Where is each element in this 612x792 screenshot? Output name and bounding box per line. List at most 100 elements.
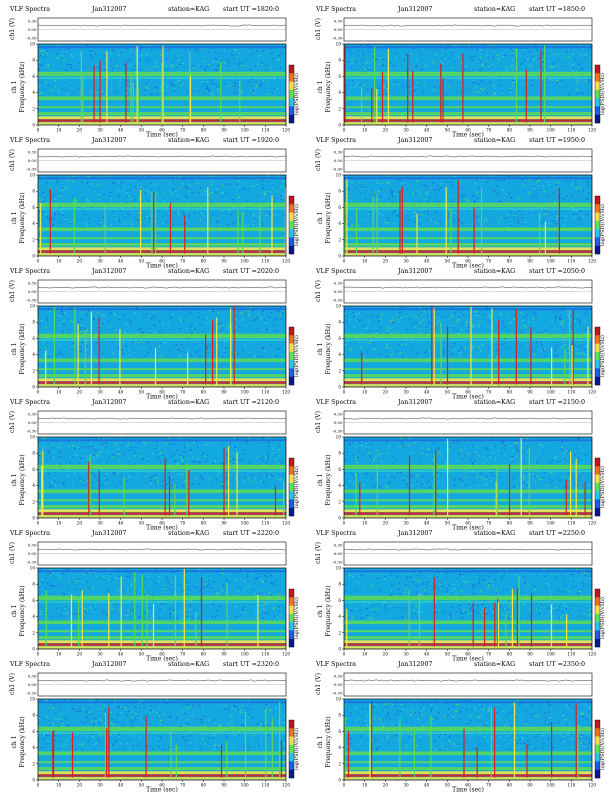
y-tick-label: 2 xyxy=(338,237,341,242)
noise-speckle xyxy=(180,319,183,321)
noise-speckle xyxy=(278,55,280,57)
noise-speckle xyxy=(387,220,390,222)
noise-speckle xyxy=(516,219,519,221)
noise-speckle xyxy=(234,606,237,608)
sferic-streak xyxy=(239,81,241,123)
x-tick-label: 90 xyxy=(221,521,227,526)
noise-speckle xyxy=(175,190,177,192)
noise-speckle xyxy=(158,321,161,323)
noise-speckle xyxy=(490,583,492,585)
noise-speckle xyxy=(578,572,580,574)
noise-speckle xyxy=(126,576,129,578)
noise-speckle xyxy=(345,486,347,488)
x-tick-label: 10 xyxy=(362,128,368,133)
noise-speckle xyxy=(61,88,63,90)
noise-speckle xyxy=(283,207,286,209)
noise-speckle xyxy=(481,222,483,224)
noise-speckle xyxy=(440,61,442,63)
noise-speckle xyxy=(507,472,510,474)
x-tick-label: 110 xyxy=(261,259,269,264)
noise-speckle xyxy=(256,85,258,87)
noise-speckle xyxy=(391,316,393,319)
noise-speckle xyxy=(149,330,152,332)
noise-speckle xyxy=(200,589,202,591)
noise-speckle xyxy=(477,312,480,314)
noise-speckle xyxy=(49,484,52,486)
noise-speckle xyxy=(516,455,518,457)
noise-speckle xyxy=(386,82,388,84)
noise-speckle xyxy=(168,49,170,51)
noise-speckle xyxy=(171,593,174,595)
noise-speckle xyxy=(460,187,462,189)
noise-speckle xyxy=(211,191,214,194)
noise-speckle xyxy=(464,188,467,190)
noise-speckle xyxy=(210,587,212,589)
noise-speckle xyxy=(543,191,545,193)
noise-speckle xyxy=(454,343,456,345)
noise-speckle xyxy=(510,48,512,50)
colorbar-segment xyxy=(289,196,294,205)
noise-speckle xyxy=(201,70,203,72)
y-tick-label: 4 xyxy=(32,483,35,488)
noise-speckle xyxy=(274,615,276,617)
noise-speckle xyxy=(576,92,578,94)
panel-station: station=KAG xyxy=(474,6,516,13)
x-axis-label: Time (sec) xyxy=(452,263,484,270)
noise-speckle xyxy=(129,354,131,356)
y-tick-label: 2 xyxy=(32,106,35,111)
noise-speckle xyxy=(523,460,525,462)
noise-speckle xyxy=(532,473,534,475)
noise-speckle xyxy=(585,312,588,314)
noise-speckle xyxy=(139,48,141,50)
x-tick-label: 70 xyxy=(180,521,186,526)
noise-speckle xyxy=(492,452,494,454)
noise-speckle xyxy=(463,483,465,485)
noise-speckle xyxy=(262,580,265,582)
noise-speckle xyxy=(553,474,555,476)
channel-label: ch 1 xyxy=(11,212,18,225)
noise-speckle xyxy=(40,54,42,56)
noise-speckle xyxy=(52,456,54,459)
noise-speckle xyxy=(233,91,236,93)
noise-speckle xyxy=(573,216,576,218)
noise-speckle xyxy=(140,49,142,51)
ch1-axis-label: ch1 (V) xyxy=(9,411,16,433)
noise-speckle xyxy=(137,348,140,350)
noise-speckle xyxy=(564,344,566,346)
noise-speckle xyxy=(63,456,65,459)
noise-speckle xyxy=(265,63,268,65)
noise-speckle xyxy=(50,187,52,189)
noise-speckle xyxy=(354,86,356,88)
noise-speckle xyxy=(353,315,355,318)
noise-speckle xyxy=(165,64,167,67)
noise-speckle xyxy=(415,65,418,67)
ch1-tick-label: -0.30 xyxy=(26,298,37,303)
sferic-streak xyxy=(371,88,373,123)
noise-speckle xyxy=(253,185,255,188)
noise-speckle xyxy=(525,595,527,597)
noise-speckle xyxy=(512,85,515,87)
noise-speckle xyxy=(133,186,136,188)
noise-speckle xyxy=(521,216,524,219)
y-tick-label: 2 xyxy=(338,106,341,111)
noise-speckle xyxy=(499,606,502,608)
noise-speckle xyxy=(488,354,490,357)
noise-speckle xyxy=(397,318,400,320)
noise-speckle xyxy=(211,82,213,84)
y-tick-label: 6 xyxy=(338,205,341,210)
noise-speckle xyxy=(378,602,380,604)
noise-speckle xyxy=(554,315,557,317)
noise-speckle xyxy=(41,319,43,322)
sferic-streak xyxy=(473,207,475,254)
sferic-streak xyxy=(408,455,411,516)
sferic-streak xyxy=(153,192,155,254)
frequency-band xyxy=(344,77,592,79)
noise-speckle xyxy=(111,82,113,84)
noise-speckle xyxy=(547,181,550,183)
noise-speckle xyxy=(260,481,262,483)
noise-speckle xyxy=(195,50,197,52)
noise-speckle xyxy=(355,314,357,316)
noise-speckle xyxy=(397,348,399,351)
noise-speckle xyxy=(143,441,145,443)
noise-speckle xyxy=(387,482,390,484)
